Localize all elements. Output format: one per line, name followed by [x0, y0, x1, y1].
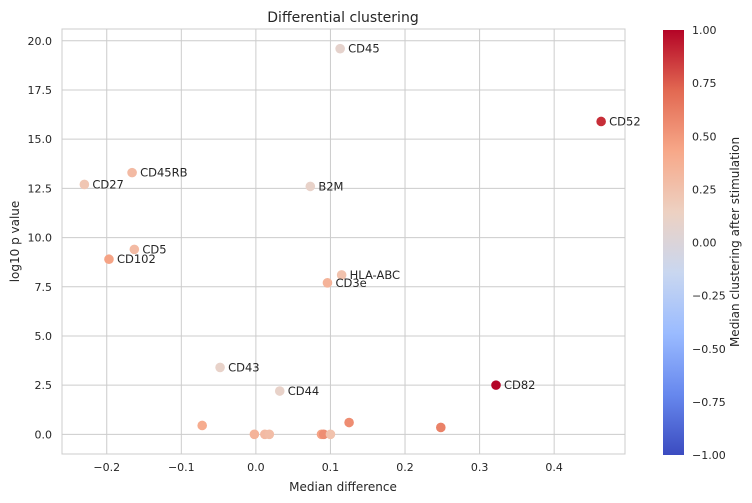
- point-label: HLA-ABC: [350, 268, 400, 282]
- data-point: [322, 278, 333, 288]
- x-tick-label: −0.2: [93, 461, 120, 474]
- y-tick-label: 0.0: [35, 428, 53, 441]
- colorbar-tick-label: −0.75: [692, 396, 726, 409]
- point-label: CD3e: [335, 276, 366, 290]
- colorbar-tick-label: 1.00: [692, 24, 717, 37]
- chart-title: Differential clustering: [267, 10, 418, 26]
- y-tick-label: 12.5: [28, 182, 53, 195]
- data-point: [79, 179, 90, 190]
- data-point: [274, 386, 285, 396]
- data-point: [318, 429, 329, 440]
- data-points: [79, 43, 606, 440]
- colorbar-tick-label: −0.25: [692, 290, 726, 303]
- colorbar-ticks: 1.00 0.75 0.50 0.25 0.00 −0.25 −0.50 −0.75 −1.00: [692, 24, 726, 462]
- colorbar-tick-label: −1.00: [692, 449, 726, 462]
- plot-grid: [62, 29, 625, 454]
- data-point: [197, 420, 207, 431]
- data-point: [344, 417, 354, 428]
- point-label: CD45RB: [140, 166, 188, 180]
- colorbar-tick-label: 0.00: [692, 237, 717, 250]
- point-label: CD45: [348, 42, 380, 56]
- colorbar-tick-label: −0.50: [692, 343, 726, 356]
- point-label: CD27: [92, 177, 124, 191]
- colorbar-label: Median clustering after stimulation: [728, 137, 742, 347]
- data-point: [436, 422, 446, 433]
- y-tick-label: 2.5: [35, 379, 53, 392]
- x-tick-label: 0.0: [247, 461, 265, 474]
- data-point: [249, 429, 260, 440]
- y-axis-ticks: 0.0 2.5 5.0 7.5 10.0 12.5 15.0 17.5 20.0: [28, 35, 53, 442]
- data-point: [264, 429, 275, 440]
- data-point: [325, 429, 336, 440]
- point-label: CD43: [228, 360, 260, 374]
- data-point: [305, 181, 316, 192]
- x-tick-label: −0.1: [168, 461, 195, 474]
- y-tick-label: 10.0: [28, 232, 53, 245]
- x-axis-ticks: −0.2 −0.1 0.0 0.1 0.2 0.3 0.4: [93, 461, 563, 474]
- colorbar-tick-label: 0.25: [692, 183, 717, 196]
- colorbar-tick-label: 0.75: [692, 77, 717, 90]
- point-label: B2M: [318, 179, 343, 193]
- y-axis-label: log10 p value: [8, 201, 22, 283]
- x-tick-label: 0.2: [396, 461, 414, 474]
- plot-frame: [61, 28, 626, 455]
- x-tick-label: 0.1: [322, 461, 340, 474]
- y-tick-label: 17.5: [28, 84, 53, 97]
- y-tick-label: 20.0: [28, 35, 53, 48]
- y-tick-label: 7.5: [35, 281, 53, 294]
- point-label: CD102: [117, 252, 156, 266]
- point-label: CD52: [609, 114, 641, 128]
- data-point: [335, 43, 345, 54]
- data-point: [596, 116, 606, 127]
- data-point: [127, 167, 137, 178]
- y-tick-label: 5.0: [35, 330, 53, 343]
- point-label: CD82: [504, 378, 536, 392]
- data-point: [104, 254, 114, 265]
- data-point: [336, 270, 347, 280]
- point-label: CD5: [142, 242, 166, 256]
- x-tick-label: 0.4: [545, 461, 563, 474]
- x-axis-label: Median difference: [289, 480, 397, 494]
- point-label: CD44: [288, 384, 320, 398]
- colorbar-tick-label: 0.50: [692, 130, 717, 143]
- data-point: [491, 380, 501, 390]
- data-point: [215, 362, 225, 373]
- y-tick-label: 15.0: [28, 133, 53, 146]
- x-tick-label: 0.3: [471, 461, 489, 474]
- colorbar: [663, 30, 684, 455]
- data-point: [129, 244, 140, 255]
